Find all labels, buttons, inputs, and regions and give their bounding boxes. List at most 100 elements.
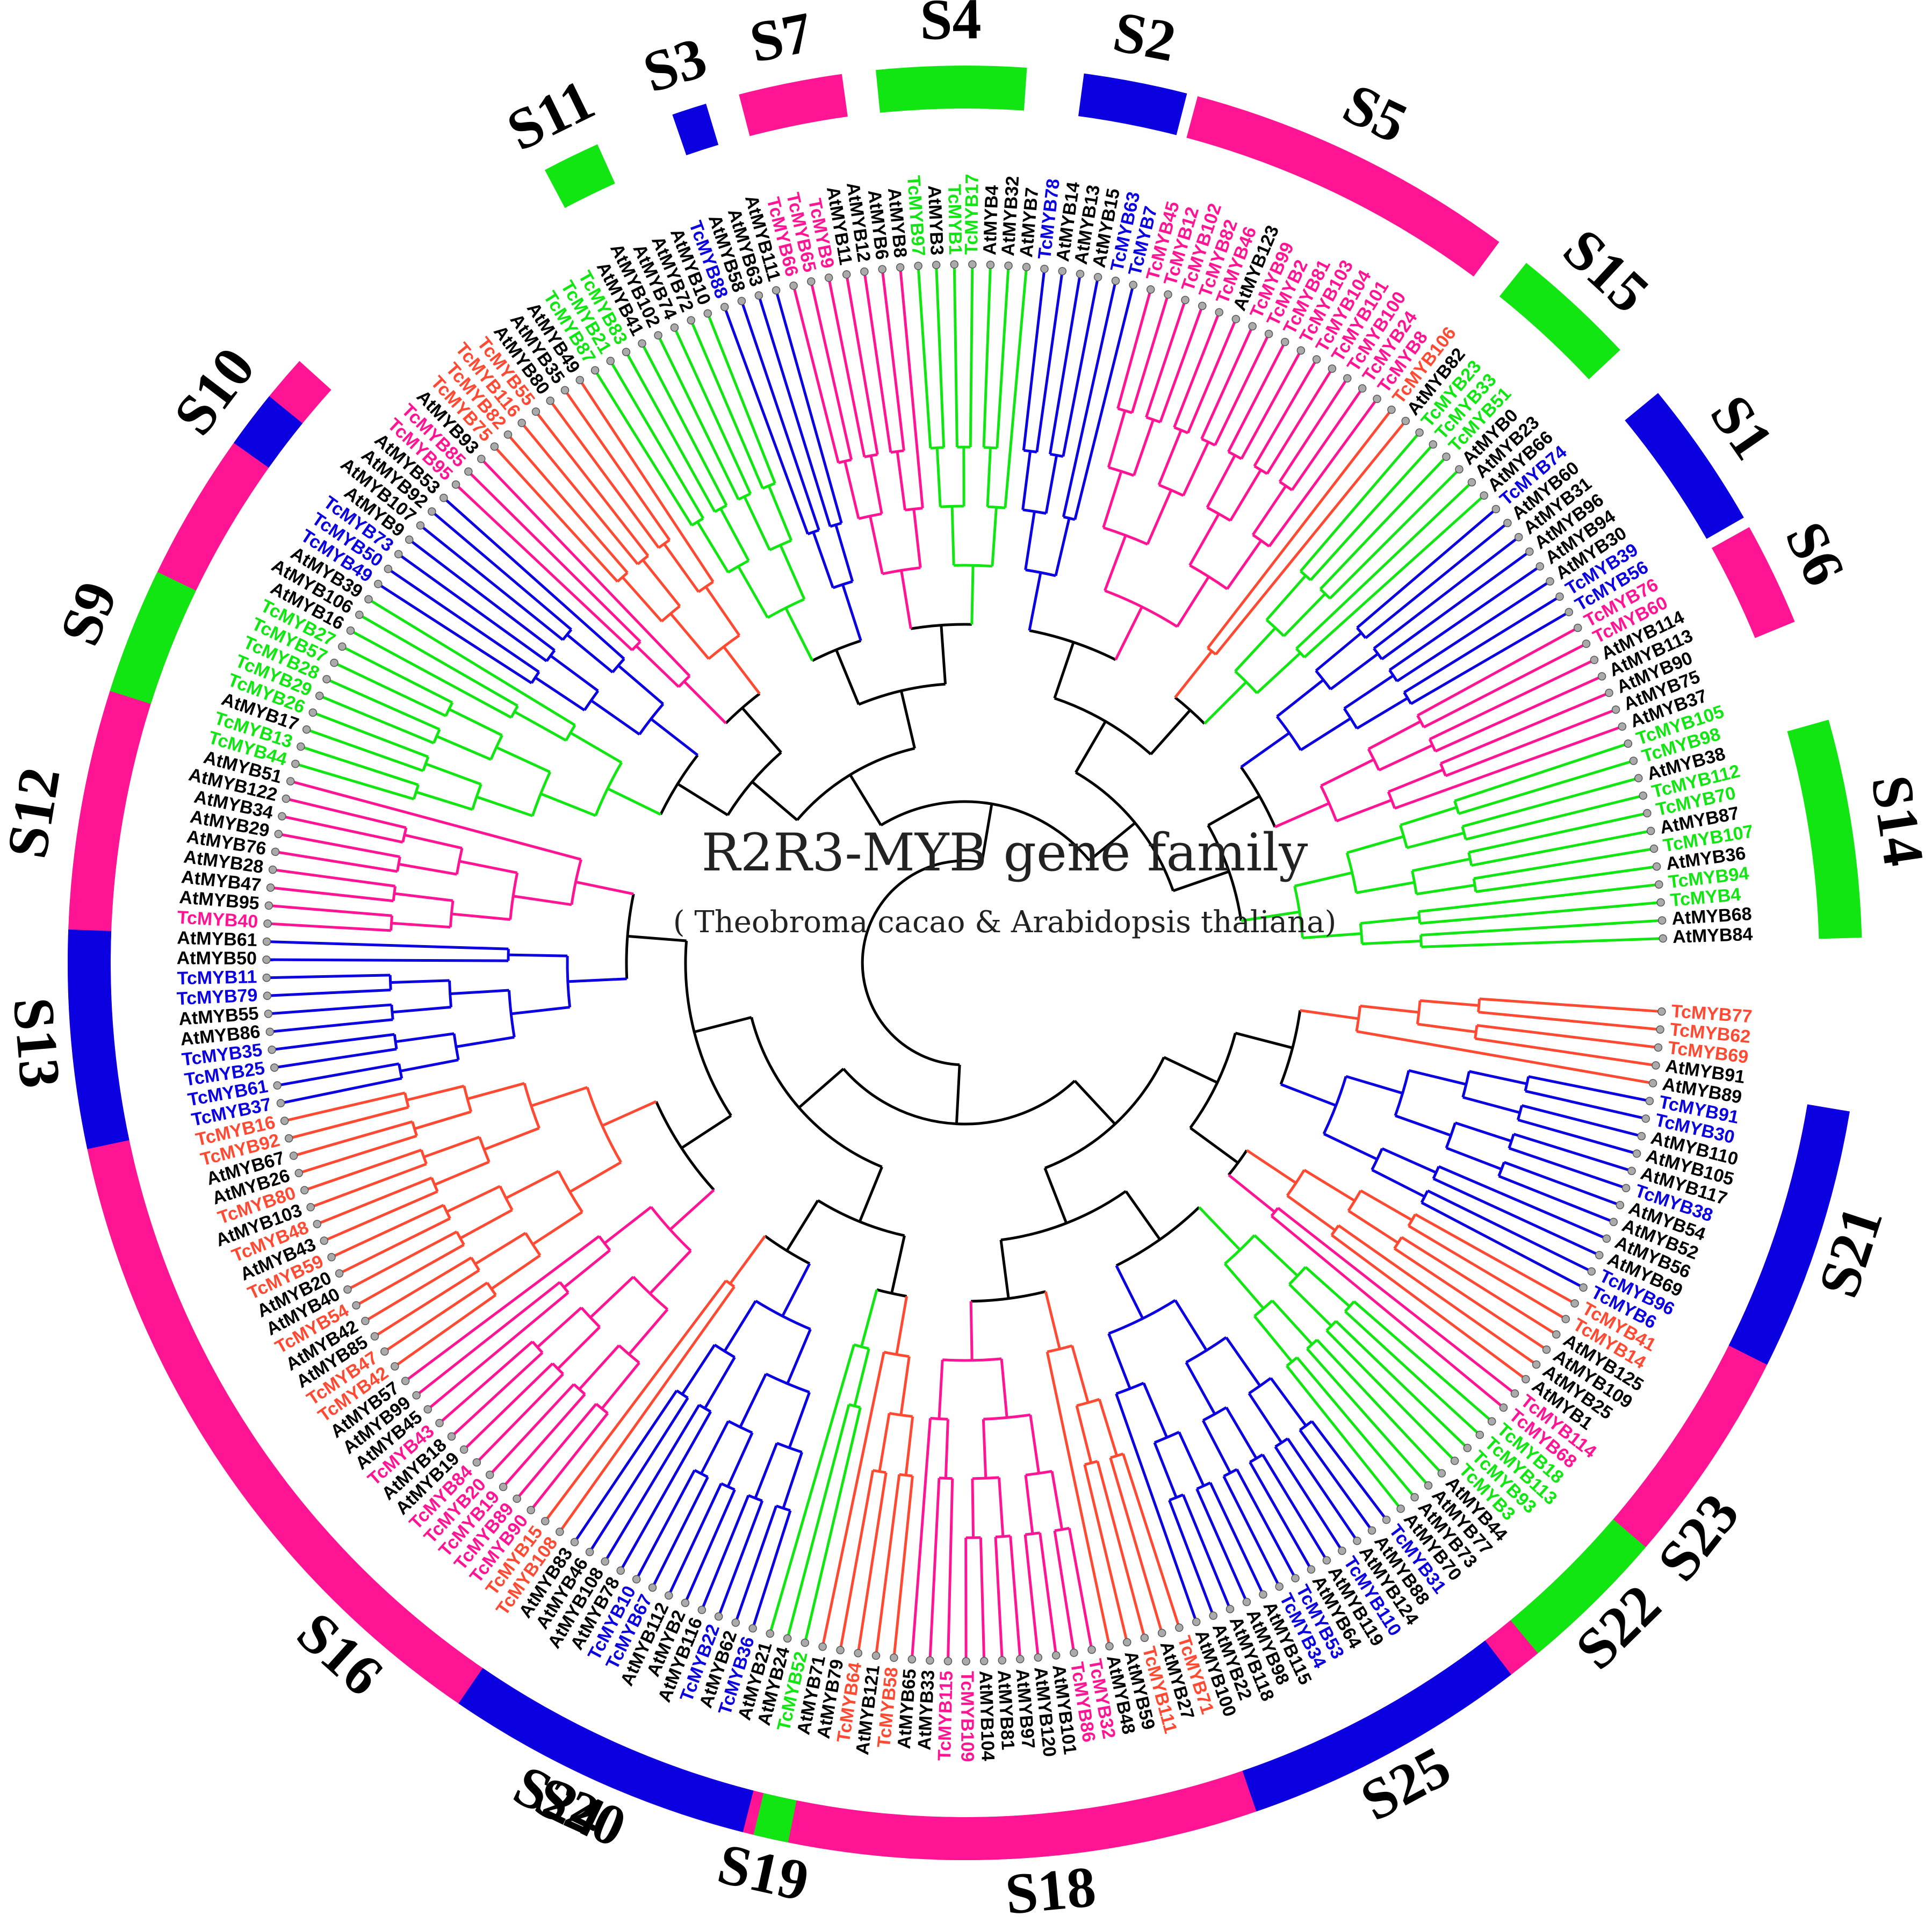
tip-node bbox=[416, 521, 425, 530]
tree-branch bbox=[580, 1307, 601, 1328]
tree-branch bbox=[1256, 652, 1302, 694]
subfamily-segment bbox=[1787, 719, 1862, 939]
tree-branch bbox=[488, 1383, 575, 1476]
tip-node bbox=[262, 973, 271, 982]
tip-node bbox=[264, 901, 273, 910]
subfamily-label: S3 bbox=[636, 25, 714, 105]
tree-branch bbox=[531, 771, 552, 817]
tree-branch bbox=[1102, 471, 1123, 528]
tip-node bbox=[1573, 623, 1582, 632]
tree-branch bbox=[792, 285, 840, 463]
tree-branch bbox=[377, 582, 532, 685]
tree-branch bbox=[1227, 1149, 1248, 1176]
tree-branch bbox=[1142, 1382, 1169, 1438]
tree-branch bbox=[1271, 1215, 1505, 1409]
tree-branch bbox=[569, 731, 623, 764]
tree-branch bbox=[1458, 759, 1634, 815]
tip-node bbox=[1657, 1007, 1666, 1016]
tree-branch bbox=[1246, 1149, 1297, 1184]
tree-branch bbox=[390, 979, 450, 984]
tip-node bbox=[391, 1362, 399, 1371]
tree-branch bbox=[1274, 1437, 1289, 1448]
tree-branch bbox=[658, 538, 671, 549]
tree-branch bbox=[575, 881, 634, 896]
tree-branch bbox=[935, 448, 942, 507]
tree-branch bbox=[729, 1235, 766, 1285]
tip-node bbox=[1442, 452, 1451, 461]
tree-branch bbox=[489, 734, 503, 760]
tip-node bbox=[266, 883, 275, 892]
tip-node bbox=[1616, 1201, 1625, 1209]
tip-node bbox=[262, 937, 271, 946]
tree-branch bbox=[333, 661, 446, 717]
tip-node bbox=[335, 1269, 344, 1278]
tip-node bbox=[1570, 1299, 1579, 1308]
tree-branch bbox=[1277, 1207, 1516, 1395]
tree-branch bbox=[1356, 508, 1497, 629]
tree-branch bbox=[1335, 1320, 1469, 1449]
tip-node bbox=[766, 1629, 775, 1638]
tree-branch bbox=[701, 1495, 750, 1611]
tree-branch bbox=[1024, 1475, 1034, 1534]
tree-branch bbox=[939, 1477, 953, 1480]
tip-node bbox=[1076, 270, 1085, 278]
tree-branch bbox=[478, 1136, 491, 1163]
tree-branch bbox=[1050, 1471, 1064, 1530]
tip-node bbox=[896, 263, 905, 272]
tip-node bbox=[1455, 465, 1464, 474]
tree-branch bbox=[1513, 1133, 1632, 1172]
tip-node bbox=[1105, 1642, 1114, 1651]
tree-branch bbox=[347, 1230, 458, 1291]
tree-branch bbox=[726, 751, 782, 816]
tree-branch bbox=[540, 792, 596, 817]
tree-branch bbox=[350, 629, 512, 719]
tree-branch bbox=[1438, 1165, 1607, 1240]
tree-branch bbox=[427, 1291, 569, 1410]
tree-branch bbox=[1102, 526, 1148, 546]
tree-branch bbox=[995, 1535, 1011, 1538]
tree-branch bbox=[972, 1476, 999, 1480]
gene-label: AtMYB68 bbox=[1671, 904, 1752, 929]
tree-branch bbox=[841, 584, 862, 642]
subfamily-segment bbox=[1499, 263, 1620, 379]
tree-branch bbox=[1053, 1530, 1076, 1653]
tree-branch bbox=[432, 729, 441, 744]
tree-branch bbox=[1115, 1381, 1144, 1395]
tree-branch bbox=[1525, 1090, 1646, 1120]
tree-branch bbox=[827, 277, 866, 457]
tree-branch bbox=[1521, 1104, 1642, 1138]
tree-branch bbox=[1474, 1025, 1479, 1039]
tree-branch bbox=[1190, 1127, 1239, 1164]
tree-branch bbox=[1429, 659, 1595, 740]
tip-node bbox=[1514, 532, 1523, 542]
tip-node bbox=[654, 331, 662, 340]
tree-branch bbox=[1428, 738, 1437, 752]
tip-node bbox=[842, 270, 851, 279]
tree-branch bbox=[551, 1362, 564, 1375]
tree-branch bbox=[557, 1326, 601, 1370]
tree-branch bbox=[1029, 1414, 1041, 1474]
tree-branch bbox=[475, 1373, 564, 1464]
tree-branch bbox=[1182, 441, 1210, 496]
tree-branch bbox=[1271, 1299, 1314, 1345]
tree-branch bbox=[839, 1470, 875, 1651]
tree-branch bbox=[1294, 871, 1353, 888]
tip-node bbox=[459, 1445, 468, 1454]
tree-branch bbox=[999, 1240, 1010, 1299]
tree-branch bbox=[374, 1269, 480, 1338]
tree-branch bbox=[1347, 1209, 1399, 1244]
tree-branch bbox=[446, 1185, 501, 1213]
tree-branch bbox=[627, 934, 687, 942]
tree-branch bbox=[452, 1033, 460, 1061]
subfamily-label: S7 bbox=[745, 0, 817, 75]
tree-branch bbox=[1174, 1299, 1208, 1351]
tree-branch bbox=[704, 586, 741, 637]
tree-branch bbox=[1303, 1169, 1356, 1202]
tree-branch bbox=[364, 1256, 472, 1322]
tree-branch bbox=[566, 633, 614, 674]
tree-branch bbox=[1454, 742, 1629, 803]
tree-branch bbox=[986, 448, 992, 507]
tip-node bbox=[783, 1634, 792, 1643]
tree-branch bbox=[1286, 1169, 1306, 1197]
tree-branch bbox=[835, 649, 860, 705]
